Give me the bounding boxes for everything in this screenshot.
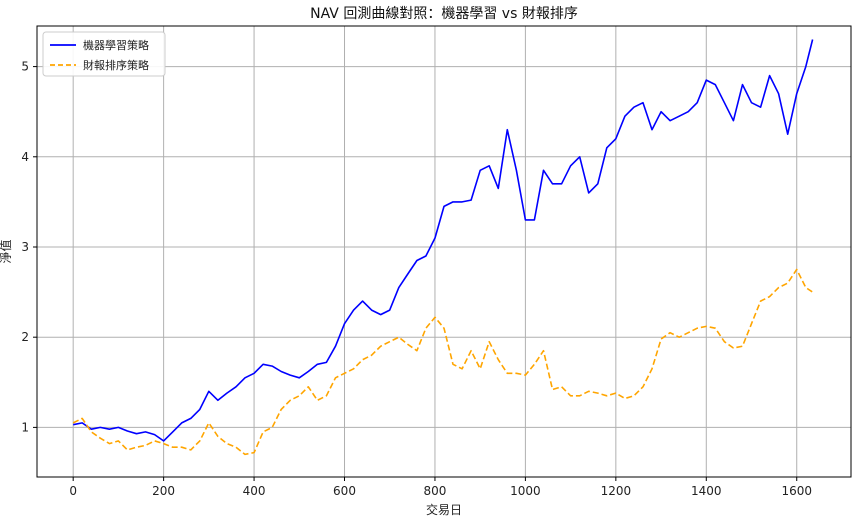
y-ticks: 1 2 3 4 5 bbox=[21, 60, 37, 434]
x-tick-label: 800 bbox=[424, 484, 447, 498]
plot-frame bbox=[36, 25, 852, 478]
x-tick-label: 200 bbox=[152, 484, 175, 498]
y-tick-label: 4 bbox=[21, 150, 29, 164]
y-tick-label: 3 bbox=[21, 240, 29, 254]
x-tick-label: 0 bbox=[69, 484, 77, 498]
y-tick-label: 2 bbox=[21, 330, 29, 344]
x-tick-label: 400 bbox=[243, 484, 266, 498]
y-axis-label: 淨值 bbox=[0, 239, 13, 263]
y-tick-label: 1 bbox=[21, 420, 29, 434]
grid-lines bbox=[37, 26, 851, 477]
x-tick-label: 1400 bbox=[691, 484, 722, 498]
legend-label-ml: 機器學習策略 bbox=[83, 38, 149, 52]
x-tick-label: 600 bbox=[333, 484, 356, 498]
series-line-ml bbox=[73, 39, 814, 442]
series-lines bbox=[72, 39, 814, 456]
x-ticks: 0 200 400 600 800 1000 1200 1400 1600 bbox=[69, 477, 812, 498]
chart-title: NAV 回測曲線對照：機器學習 vs 財報排序 bbox=[310, 6, 578, 22]
x-tick-label: 1600 bbox=[781, 484, 812, 498]
legend: 機器學習策略 財報排序策略 bbox=[42, 31, 166, 77]
x-tick-label: 1000 bbox=[510, 484, 541, 498]
x-tick-label: 1200 bbox=[601, 484, 632, 498]
series-line-fin bbox=[72, 268, 814, 456]
x-axis-label: 交易日 bbox=[426, 502, 462, 517]
legend-box bbox=[42, 31, 166, 77]
legend-label-fin: 財報排序策略 bbox=[83, 58, 149, 72]
y-tick-label: 5 bbox=[21, 60, 29, 74]
